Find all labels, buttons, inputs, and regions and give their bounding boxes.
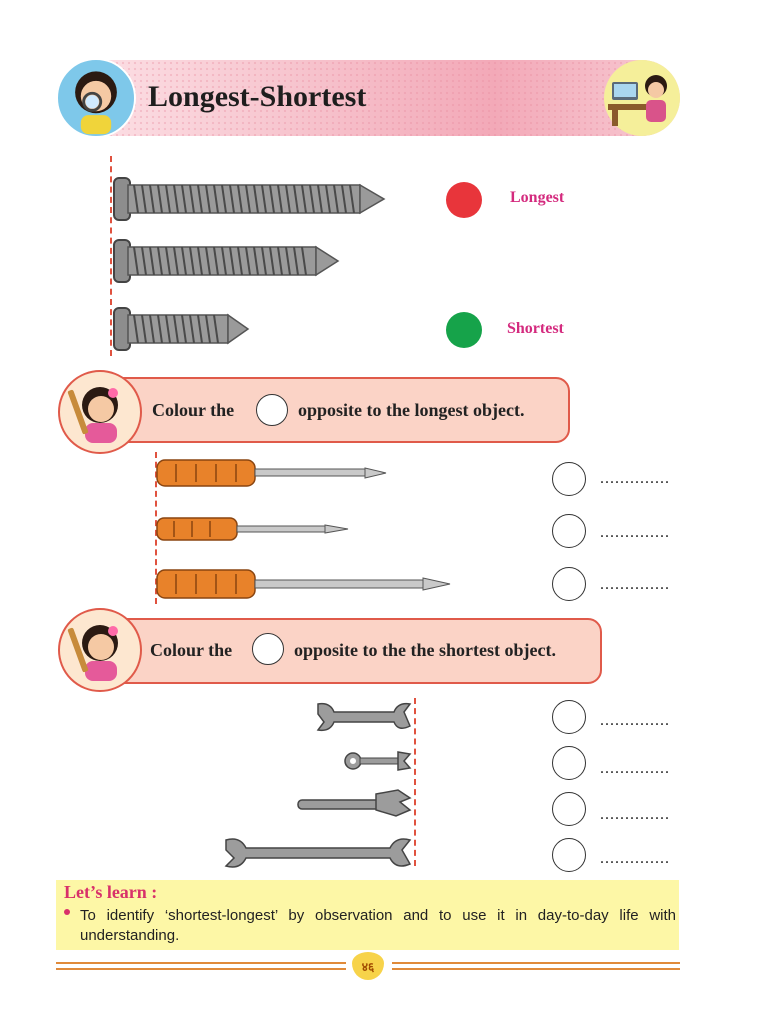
header-banner <box>60 60 680 136</box>
lets-learn-title: Let’s learn : <box>64 882 158 902</box>
longest-label: Longest <box>510 189 565 206</box>
instruction-shortest-before: Colour the <box>150 640 233 660</box>
instruction-longest-before: Colour the <box>152 400 235 420</box>
short-screw-image <box>113 307 250 351</box>
answer-circle-3[interactable] <box>552 567 586 601</box>
instruction-box-shortest <box>98 618 602 684</box>
lets-learn-text: To identify ‘shortest-longest’ by observ… <box>80 907 676 944</box>
long-screw-image <box>113 177 386 221</box>
answer-line-4[interactable]: .............. <box>600 712 670 729</box>
instruction-circle-icon <box>256 394 288 426</box>
instruction-circle-icon-2 <box>252 633 284 665</box>
medium-screw-image <box>113 239 340 283</box>
answer-circle-5[interactable] <box>552 746 586 780</box>
answer-line-5[interactable]: .............. <box>600 760 670 777</box>
instruction-box-longest <box>98 377 570 443</box>
long-wrench-image <box>224 838 412 868</box>
medium-screwdriver-image <box>156 459 387 487</box>
short-screwdriver-image <box>156 517 349 541</box>
lets-learn-box <box>56 880 679 950</box>
adjustable-wrench-image <box>297 789 412 817</box>
footer-rule-right <box>392 962 680 964</box>
shortest-wrench-image <box>344 751 412 771</box>
instruction-shortest-after: opposite to the the shortest object. <box>294 640 556 660</box>
answer-line-7[interactable]: .............. <box>600 850 670 867</box>
answer-line-1[interactable]: .............. <box>600 470 670 487</box>
shortest-green-dot <box>446 312 482 348</box>
baseline-dashed-line <box>110 156 112 356</box>
page-number: ४६ <box>352 952 384 980</box>
footer-rule-left <box>56 962 346 964</box>
footer-rule-right-2 <box>392 968 680 970</box>
answer-line-2[interactable]: .............. <box>600 524 670 541</box>
girl-pencil-badge <box>58 370 142 454</box>
girl-computer-illustration <box>604 60 680 136</box>
page-title: Longest-Shortest <box>148 80 367 113</box>
girl-magnifier-illustration <box>56 58 136 138</box>
baseline-dashed-line-wrenches <box>414 698 416 866</box>
bullet-icon <box>64 909 70 915</box>
baseline-dashed-line-screwdrivers <box>155 452 157 604</box>
answer-circle-7[interactable] <box>552 838 586 872</box>
longest-red-dot <box>446 182 482 218</box>
footer-rule-left-2 <box>56 968 346 970</box>
long-screwdriver-image <box>156 569 451 599</box>
instruction-longest-after: opposite to the longest object. <box>298 400 525 420</box>
answer-circle-6[interactable] <box>552 792 586 826</box>
answer-line-6[interactable]: .............. <box>600 806 670 823</box>
medium-wrench-image <box>316 702 412 732</box>
girl-pencil-badge-2 <box>58 608 142 692</box>
answer-circle-4[interactable] <box>552 700 586 734</box>
answer-circle-2[interactable] <box>552 514 586 548</box>
answer-circle-1[interactable] <box>552 462 586 496</box>
answer-line-3[interactable]: .............. <box>600 576 670 593</box>
shortest-label: Shortest <box>507 320 564 337</box>
